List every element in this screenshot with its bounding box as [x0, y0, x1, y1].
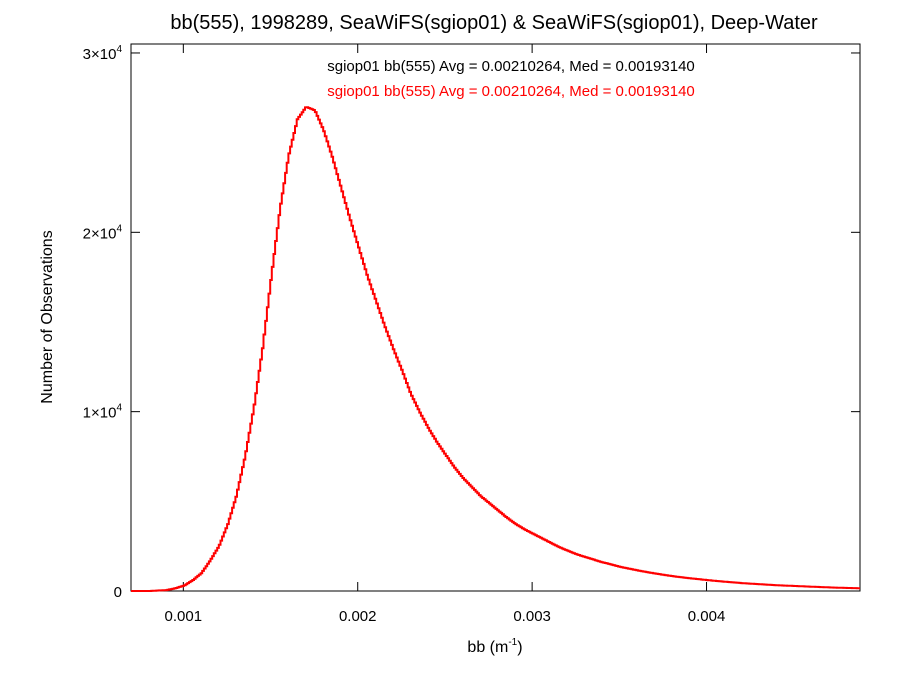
x-axis-label-main: bb (m: [467, 639, 508, 656]
y-tick-label-base: 0: [114, 584, 122, 601]
x-axis-label-close: ): [517, 639, 522, 656]
histogram-series-layer: [131, 106, 860, 592]
y-tick-label: 2×104: [83, 223, 123, 242]
x-axis-label: bb (m-1): [467, 637, 522, 656]
histogram-series-line: [131, 106, 860, 592]
y-tick-label: 0: [114, 584, 122, 601]
annotation-black: sgiop01 bb(555) Avg = 0.00210264, Med = …: [327, 58, 695, 75]
y-tick-label-base: 3×10: [83, 46, 117, 63]
y-axis-label: Number of Observations: [39, 230, 56, 403]
y-tick-label-base: 1×10: [83, 405, 117, 422]
x-tick-label: 0.004: [688, 608, 726, 625]
plot-frame: [130, 43, 861, 592]
x-axis-label-sup: -1: [508, 637, 517, 648]
y-tick-label-exp: 4: [116, 223, 122, 234]
y-tick-label: 3×104: [83, 44, 123, 63]
y-tick-label-base: 2×10: [83, 225, 117, 242]
y-tick-label-exp: 4: [116, 44, 122, 55]
y-tick-label-exp: 4: [116, 403, 122, 414]
x-tick-label: 0.003: [513, 608, 551, 625]
chart-title: bb(555), 1998289, SeaWiFS(sgiop01) & Sea…: [170, 12, 818, 34]
x-tick-label: 0.001: [165, 608, 203, 625]
x-axis-ticks: 0.001 0.002 0.003 0.004: [165, 44, 726, 625]
annotation-red: sgiop01 bb(555) Avg = 0.00210264, Med = …: [327, 83, 695, 100]
y-tick-label: 1×104: [83, 403, 123, 422]
x-tick-label: 0.002: [339, 608, 377, 625]
